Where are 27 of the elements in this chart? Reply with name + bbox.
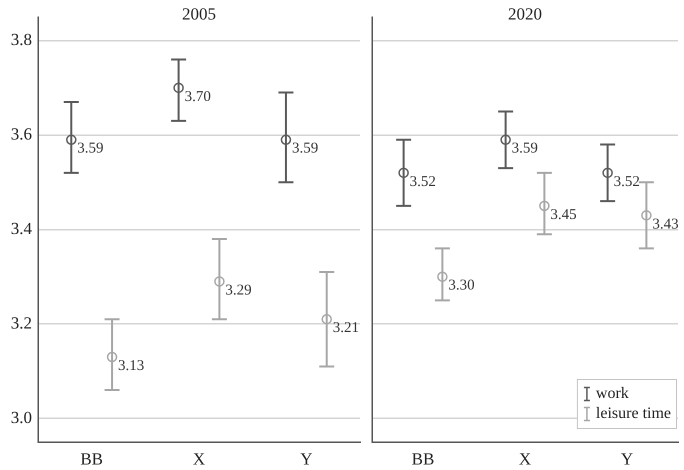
data-label: 3.59 — [512, 140, 538, 157]
x-tick-label: BB — [412, 450, 434, 469]
data-label: 3.29 — [225, 282, 252, 298]
data-label: 3.21 — [332, 320, 359, 336]
x-tick-label: Y — [300, 450, 312, 469]
y-tick-label: 3.8 — [10, 30, 32, 50]
x-tick-label: BB — [80, 450, 104, 469]
legend-label: leisure time — [596, 405, 672, 422]
legend-label: work — [596, 385, 629, 402]
y-tick-label: 3.0 — [10, 408, 32, 427]
data-label: 3.70 — [184, 88, 211, 105]
x-tick-label: X — [518, 450, 532, 469]
data-label: 3.13 — [118, 358, 144, 374]
data-label: 3.43 — [652, 216, 679, 232]
y-tick-label: 3.4 — [10, 218, 32, 238]
chart-title: 2005 — [182, 4, 216, 24]
data-label: 3.45 — [550, 206, 577, 223]
data-label: 3.52 — [410, 174, 436, 190]
data-label: 3.59 — [77, 140, 104, 157]
chart-title: 2020 — [508, 4, 542, 24]
data-label: 3.30 — [448, 278, 475, 294]
x-tick-label: X — [192, 450, 206, 469]
data-label: 3.52 — [614, 174, 640, 190]
data-label: 3.59 — [292, 140, 318, 157]
y-tick-label: 3.2 — [10, 313, 32, 332]
y-tick-label: 3.6 — [10, 124, 32, 144]
x-tick-label: Y — [620, 450, 634, 469]
